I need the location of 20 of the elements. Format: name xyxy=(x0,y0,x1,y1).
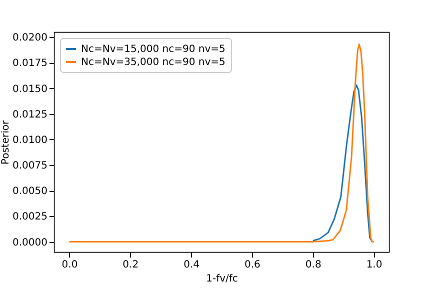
y-tick-label: 0.0050 xyxy=(12,186,48,198)
x-tick-label: 0.0 xyxy=(62,260,78,270)
y-tick-label: 0.0125 xyxy=(12,109,48,120)
y-tick-label: 0.0150 xyxy=(12,84,48,95)
y-tick-label: 0.0175 xyxy=(12,58,48,70)
x-tick-label: 1.0 xyxy=(366,260,382,270)
legend-label: Nc=Nv=35,000 nc=90 nv=5 xyxy=(81,57,226,68)
x-tick-label: 0.4 xyxy=(184,260,200,270)
y-axis-title: Posterior xyxy=(0,120,12,165)
x-axis-title: 1-fv/fc xyxy=(206,274,238,284)
x-tick-label: 0.8 xyxy=(305,260,322,270)
y-tick-label: 0.0075 xyxy=(12,160,48,172)
x-tick-label: 0.2 xyxy=(122,260,139,270)
line-series xyxy=(68,44,375,243)
x-tick-label: 0.6 xyxy=(244,260,260,270)
y-tick-label: 0.0025 xyxy=(12,212,48,223)
y-tick-label: 0.0100 xyxy=(12,134,48,146)
y-tick-label: 0.0200 xyxy=(12,32,48,44)
legend-label: Nc=Nv=15,000 nc=90 nv=5 xyxy=(81,44,226,55)
y-tick-label: 0.0000 xyxy=(12,237,48,248)
